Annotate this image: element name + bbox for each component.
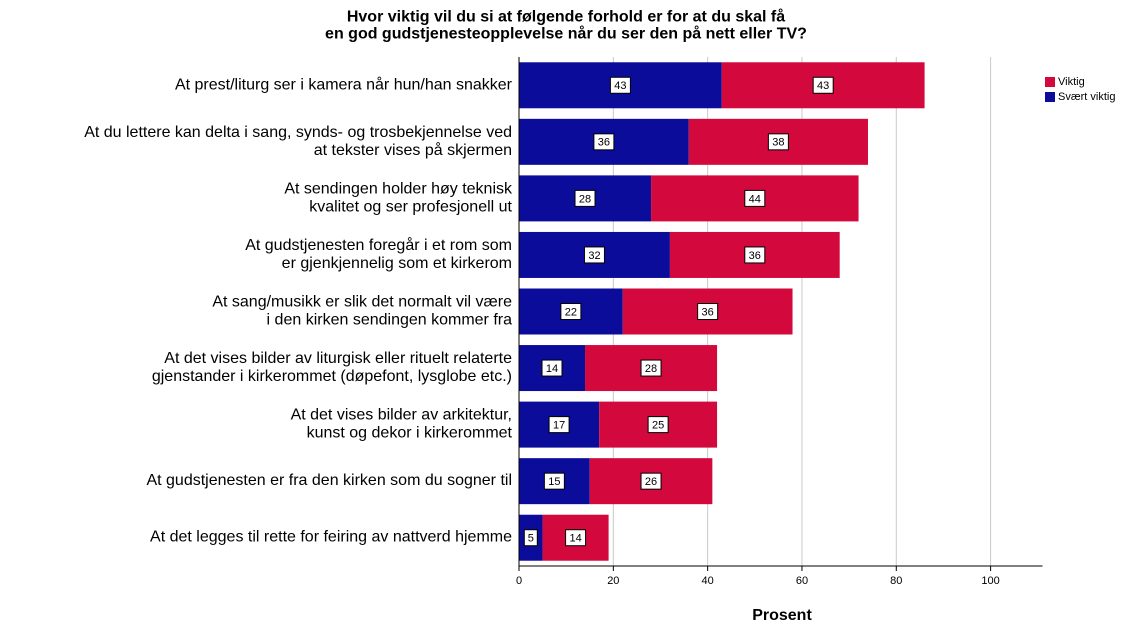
data-label: 36 xyxy=(598,137,610,149)
data-label: 32 xyxy=(588,250,600,262)
data-label: 38 xyxy=(772,137,784,149)
data-label-box xyxy=(583,246,605,264)
legend-swatch xyxy=(1045,77,1055,87)
x-tick-label: 80 xyxy=(890,575,902,587)
chart-title: Hvor viktig vil du si at følgende forhol… xyxy=(325,8,807,43)
data-label-box xyxy=(744,189,766,207)
x-tick-label: 60 xyxy=(796,575,808,587)
data-label-box xyxy=(697,303,719,320)
data-label: 17 xyxy=(553,420,565,432)
y-tick-label: At sendingen holder høy teknisk kvalitet … xyxy=(284,181,513,216)
legend-swatch xyxy=(1045,92,1055,102)
legend-label: Svært viktig xyxy=(1058,91,1115,103)
data-label-box xyxy=(560,303,582,320)
x-tick-label: 40 xyxy=(702,575,714,587)
y-tick-label: At prest/liturg ser i kamera når hun/han… xyxy=(175,75,513,93)
data-label-box xyxy=(565,529,587,547)
y-tick-label: At det vises bilder av liturgisk eller r… xyxy=(152,350,512,385)
data-label: 26 xyxy=(645,476,657,488)
y-tick-label: At gudstjenesten foregår i et rom som er … xyxy=(245,236,512,272)
data-label-box xyxy=(548,416,570,434)
data-label: 14 xyxy=(546,363,558,375)
data-label-box xyxy=(574,189,596,207)
data-label-box xyxy=(640,472,662,490)
data-label: 44 xyxy=(749,193,761,205)
data-label-box xyxy=(647,416,669,434)
data-label-box xyxy=(767,133,789,151)
data-label-box xyxy=(593,133,615,151)
data-label: 28 xyxy=(645,363,657,375)
y-tick-label: At sang/musikk er slik det normalt vil v… xyxy=(212,294,512,329)
data-label: 28 xyxy=(579,193,591,205)
data-label-box xyxy=(543,472,565,490)
data-label-box xyxy=(541,359,563,377)
data-label: 22 xyxy=(565,306,577,318)
y-tick-label: At det vises bilder av arkitektur, kunst … xyxy=(291,407,513,442)
data-label: 43 xyxy=(817,80,829,92)
data-label: 43 xyxy=(614,80,626,92)
y-tick-label: At det legges til rette for feiring av n… xyxy=(150,529,512,546)
x-tick-label: 20 xyxy=(607,575,619,587)
x-tick-label: 100 xyxy=(981,575,999,587)
y-tick-label: At gudstjenesten er fra den kirken som d… xyxy=(146,472,512,489)
y-tick-label: At du lettere kan delta i sang, synds- o… xyxy=(84,124,512,159)
data-label-box xyxy=(523,529,538,547)
data-label: 15 xyxy=(548,476,560,488)
legend-label: Viktig xyxy=(1058,76,1085,88)
x-axis-label: Prosent xyxy=(752,607,812,624)
data-label-box xyxy=(744,246,766,264)
data-label-box xyxy=(609,76,631,94)
data-label-box xyxy=(640,359,662,377)
data-label: 25 xyxy=(652,420,664,432)
data-label: 36 xyxy=(749,250,761,262)
data-label: 5 xyxy=(528,533,534,545)
data-label: 36 xyxy=(702,306,714,318)
data-label: 14 xyxy=(569,533,581,545)
x-tick-label: 0 xyxy=(516,575,522,587)
data-label-box xyxy=(812,76,834,94)
